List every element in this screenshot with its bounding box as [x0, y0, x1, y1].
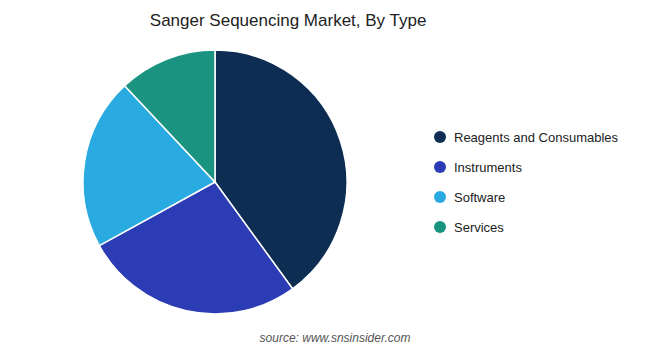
- annotation: source: www.snsinsider.com: [260, 331, 411, 345]
- legend-item: Reagents and Consumables: [434, 130, 619, 145]
- legend-item: Services: [434, 220, 504, 235]
- legend-swatch: [434, 191, 446, 203]
- legend-swatch: [434, 131, 446, 143]
- legend-item: Software: [434, 190, 505, 205]
- pie: [83, 50, 347, 314]
- legend: Reagents and Consumables Instruments Softw…: [434, 130, 619, 235]
- legend-item: Instruments: [434, 160, 522, 175]
- legend-label: Software: [454, 190, 505, 205]
- slice: [125, 50, 215, 182]
- legend-label: Services: [454, 220, 504, 235]
- legend-label: Instruments: [454, 160, 522, 175]
- legend-swatch: [434, 161, 446, 173]
- legend-swatch: [434, 221, 446, 233]
- title: Sanger Sequencing Market, By Type: [150, 11, 427, 30]
- chart: Sanger Sequencing Market, By Type Reagent…: [0, 0, 670, 350]
- legend-label: Reagents and Consumables: [454, 130, 619, 145]
